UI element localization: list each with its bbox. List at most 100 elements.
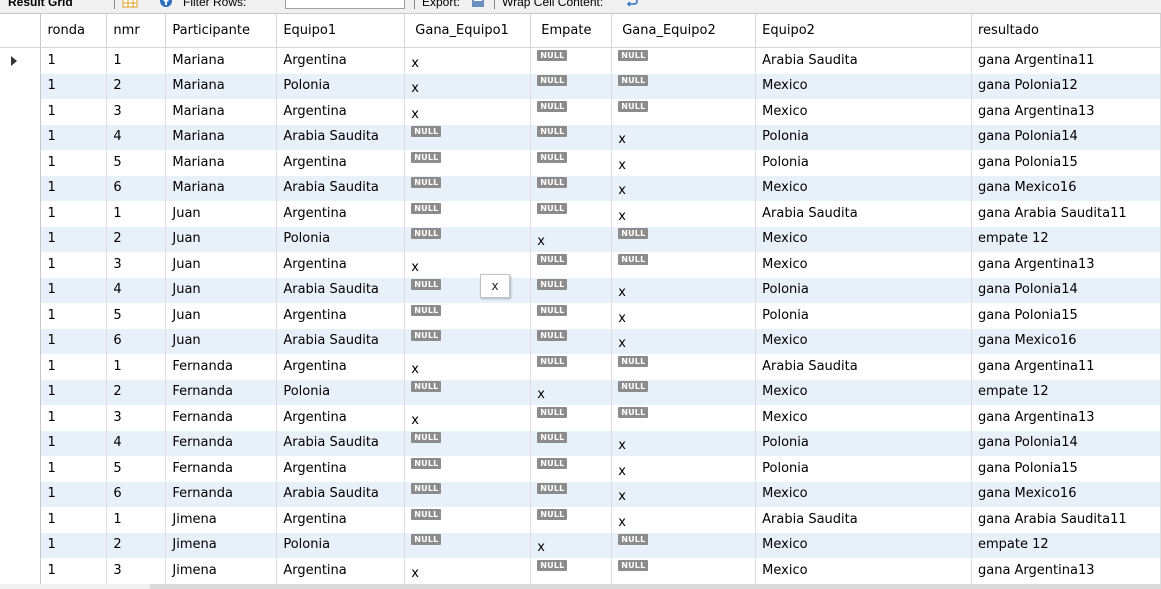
row-selector[interactable] bbox=[0, 354, 42, 380]
cell-gana-equipo1[interactable]: NULL bbox=[404, 481, 532, 507]
cell-equipo1[interactable]: Argentina bbox=[276, 558, 406, 584]
cell-participante[interactable]: Fernanda bbox=[165, 456, 278, 482]
table-row[interactable]: 1 1 Juan Argentina NULL NULL x Arabia Saudita ga… bbox=[0, 201, 1161, 227]
cell-equipo1[interactable]: Arabia Saudita bbox=[276, 277, 406, 303]
cell-participante[interactable]: Fernanda bbox=[165, 379, 278, 405]
row-selector[interactable] bbox=[0, 328, 42, 354]
cell-equipo1[interactable]: Argentina bbox=[276, 150, 406, 176]
export-icon[interactable] bbox=[470, 0, 486, 8]
cell-nmr[interactable]: 2 bbox=[106, 73, 167, 99]
result-grid-label[interactable]: Result Grid bbox=[8, 0, 73, 9]
cell-participante[interactable]: Jimena bbox=[165, 558, 278, 584]
cell-equipo1[interactable]: Polonia bbox=[276, 226, 406, 252]
cell-resultado[interactable]: gana Argentina13 bbox=[971, 405, 1161, 431]
cell-equipo1[interactable]: Arabia Saudita bbox=[276, 430, 406, 456]
cell-equipo2[interactable]: Arabia Saudita bbox=[755, 201, 972, 227]
cell-equipo2[interactable]: Mexico bbox=[755, 175, 972, 201]
row-selector[interactable] bbox=[0, 405, 42, 431]
cell-resultado[interactable]: gana Polonia15 bbox=[971, 456, 1161, 482]
cell-equipo2[interactable]: Mexico bbox=[755, 99, 972, 125]
cell-gana-equipo2[interactable]: NULL bbox=[611, 226, 757, 252]
cell-participante[interactable]: Mariana bbox=[165, 99, 278, 125]
cell-equipo2[interactable]: Polonia bbox=[755, 430, 972, 456]
row-selector[interactable] bbox=[0, 430, 42, 456]
row-selector[interactable] bbox=[0, 303, 42, 329]
table-row[interactable]: 1 4 Mariana Arabia Saudita NULL NULL x Polonia g… bbox=[0, 124, 1161, 150]
row-selector[interactable] bbox=[0, 532, 42, 558]
table-row[interactable]: 1 1 Fernanda Argentina x NULL NULL Arabia Saudi… bbox=[0, 354, 1161, 380]
cell-ronda[interactable]: 1 bbox=[40, 175, 108, 201]
table-row[interactable]: 1 3 Jimena Argentina x NULL NULL Mexico gana Arg… bbox=[0, 558, 1161, 584]
row-selector[interactable] bbox=[0, 175, 42, 201]
cell-equipo2[interactable]: Arabia Saudita bbox=[755, 507, 972, 533]
row-selector[interactable] bbox=[0, 507, 42, 533]
cell-resultado[interactable]: gana Argentina13 bbox=[971, 99, 1161, 125]
row-selector[interactable] bbox=[0, 277, 42, 303]
row-selector[interactable] bbox=[0, 124, 42, 150]
table-row[interactable]: 1 3 Fernanda Argentina x NULL NULL Mexico gana A… bbox=[0, 405, 1161, 431]
cell-empate[interactable]: NULL bbox=[530, 481, 613, 507]
cell-gana-equipo1[interactable]: x bbox=[404, 405, 532, 431]
cell-empate[interactable]: x bbox=[530, 379, 613, 405]
cell-equipo2[interactable]: Polonia bbox=[755, 124, 972, 150]
cell-empate[interactable]: NULL bbox=[530, 303, 613, 329]
cell-equipo1[interactable]: Argentina bbox=[276, 303, 406, 329]
cell-resultado[interactable]: gana Argentina13 bbox=[971, 558, 1161, 584]
cell-participante[interactable]: Juan bbox=[165, 201, 278, 227]
cell-ronda[interactable]: 1 bbox=[40, 73, 108, 99]
cell-empate[interactable]: NULL bbox=[530, 354, 613, 380]
cell-equipo2[interactable]: Polonia bbox=[755, 303, 972, 329]
cell-ronda[interactable]: 1 bbox=[40, 405, 108, 431]
cell-participante[interactable]: Juan bbox=[165, 252, 278, 278]
cell-participante[interactable]: Juan bbox=[165, 277, 278, 303]
column-header-equipo1[interactable]: Equipo1 bbox=[276, 14, 406, 48]
cell-empate[interactable]: NULL bbox=[530, 456, 613, 482]
cell-gana-equipo2[interactable]: NULL bbox=[611, 379, 757, 405]
cell-gana-equipo1[interactable]: x bbox=[404, 47, 532, 74]
filter-rows-input[interactable] bbox=[285, 0, 405, 9]
cell-equipo2[interactable]: Polonia bbox=[755, 456, 972, 482]
cell-participante[interactable]: Fernanda bbox=[165, 481, 278, 507]
cell-resultado[interactable]: gana Polonia14 bbox=[971, 277, 1161, 303]
cell-nmr[interactable]: 3 bbox=[106, 558, 167, 584]
cell-resultado[interactable]: gana Argentina11 bbox=[971, 47, 1161, 74]
cell-ronda[interactable]: 1 bbox=[40, 507, 108, 533]
cell-equipo2[interactable]: Mexico bbox=[755, 532, 972, 558]
filter-icon[interactable] bbox=[158, 0, 174, 8]
cell-nmr[interactable]: 2 bbox=[106, 532, 167, 558]
cell-nmr[interactable]: 4 bbox=[106, 430, 167, 456]
cell-gana-equipo2[interactable]: x bbox=[611, 481, 757, 507]
row-selector[interactable] bbox=[0, 47, 42, 74]
table-row[interactable]: 1 6 Juan Arabia Saudita NULL NULL x Mexico gana … bbox=[0, 328, 1161, 354]
row-selector[interactable] bbox=[0, 201, 42, 227]
cell-gana-equipo2[interactable]: x bbox=[611, 303, 757, 329]
cell-gana-equipo2[interactable]: NULL bbox=[611, 73, 757, 99]
table-row[interactable]: 1 4 Fernanda Arabia Saudita NULL NULL x Polonia… bbox=[0, 430, 1161, 456]
cell-empate[interactable]: x bbox=[530, 226, 613, 252]
cell-ronda[interactable]: 1 bbox=[40, 99, 108, 125]
cell-gana-equipo2[interactable]: NULL bbox=[611, 558, 757, 584]
cell-gana-equipo2[interactable]: NULL bbox=[611, 252, 757, 278]
cell-equipo2[interactable]: Mexico bbox=[755, 481, 972, 507]
cell-nmr[interactable]: 2 bbox=[106, 379, 167, 405]
cell-resultado[interactable]: gana Argentina11 bbox=[971, 354, 1161, 380]
cell-participante[interactable]: Fernanda bbox=[165, 354, 278, 380]
cell-equipo2[interactable]: Arabia Saudita bbox=[755, 354, 972, 380]
cell-ronda[interactable]: 1 bbox=[40, 481, 108, 507]
cell-ronda[interactable]: 1 bbox=[40, 226, 108, 252]
cell-ronda[interactable]: 1 bbox=[40, 430, 108, 456]
cell-equipo1[interactable]: Polonia bbox=[276, 379, 406, 405]
cell-gana-equipo1[interactable]: NULL bbox=[404, 456, 532, 482]
cell-ronda[interactable]: 1 bbox=[40, 150, 108, 176]
cell-gana-equipo1[interactable]: x bbox=[404, 252, 532, 278]
row-selector[interactable] bbox=[0, 558, 42, 584]
table-row[interactable]: 1 5 Mariana Argentina NULL NULL x Polonia gana P… bbox=[0, 150, 1161, 176]
cell-equipo1[interactable]: Argentina bbox=[276, 354, 406, 380]
cell-gana-equipo2[interactable]: x bbox=[611, 124, 757, 150]
cell-gana-equipo1[interactable]: x bbox=[404, 99, 532, 125]
cell-gana-equipo1[interactable]: x bbox=[404, 354, 532, 380]
cell-nmr[interactable]: 3 bbox=[106, 252, 167, 278]
cell-equipo1[interactable]: Arabia Saudita bbox=[276, 124, 406, 150]
table-row[interactable]: 1 5 Juan Argentina NULL NULL x Polonia gana Polo… bbox=[0, 303, 1161, 329]
cell-gana-equipo2[interactable]: x bbox=[611, 456, 757, 482]
